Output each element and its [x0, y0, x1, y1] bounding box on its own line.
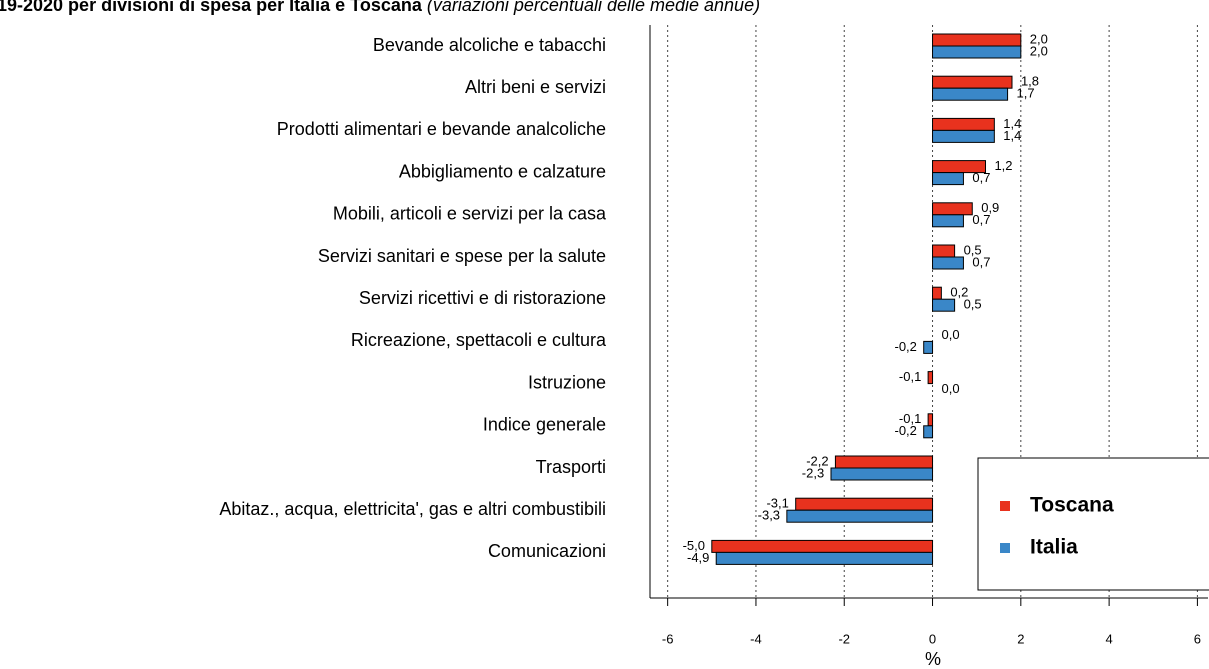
value-label: 0,5 — [964, 297, 982, 312]
bar — [830, 467, 934, 481]
bar — [711, 539, 934, 553]
bar — [932, 298, 956, 312]
category-label: Altri beni e servizi — [465, 77, 606, 97]
bar — [932, 244, 956, 258]
value-label: -0,1 — [899, 411, 921, 426]
bar — [932, 202, 973, 216]
x-tick-label: -4 — [750, 631, 762, 646]
bar — [795, 497, 934, 511]
bar — [932, 87, 1009, 101]
bar — [923, 425, 934, 439]
value-label: 0,5 — [964, 242, 982, 257]
value-label: 1,7 — [1017, 86, 1035, 101]
x-tick-label: 0 — [929, 631, 936, 646]
bar — [932, 45, 1022, 59]
bar — [786, 509, 934, 523]
category-label: Abitaz., acqua, elettricita', gas e altr… — [219, 499, 606, 519]
x-tick-label: 4 — [1105, 631, 1112, 646]
bar — [932, 286, 942, 300]
value-label: -2,3 — [802, 465, 824, 480]
bar — [923, 340, 934, 354]
category-label: Istruzione — [528, 372, 606, 392]
category-label: Prodotti alimentari e bevande analcolich… — [277, 119, 606, 139]
value-label: 0,0 — [941, 327, 959, 342]
value-label: 2,0 — [1030, 31, 1048, 46]
category-label: Indice generale — [483, 415, 606, 435]
value-label: 0,2 — [950, 285, 968, 300]
category-label: Trasporti — [536, 457, 606, 477]
value-label: 0,7 — [972, 212, 990, 227]
value-label: 1,4 — [1003, 128, 1021, 143]
value-label: -2,2 — [806, 453, 828, 468]
value-label: -0,2 — [894, 423, 916, 438]
value-label: 1,8 — [1021, 74, 1039, 89]
x-tick-label: 6 — [1194, 631, 1201, 646]
bar — [932, 256, 964, 270]
category-label: Ricreazione, spettacoli e cultura — [351, 330, 607, 350]
x-tick-label: -2 — [838, 631, 850, 646]
value-label: 1,4 — [1003, 116, 1021, 131]
legend-label: Toscana — [1030, 494, 1114, 517]
value-label: 1,2 — [994, 158, 1012, 173]
value-label: -3,1 — [766, 496, 788, 511]
x-axis-label: % — [925, 649, 941, 669]
category-label: Bevande alcoliche e tabacchi — [373, 35, 606, 55]
bar — [715, 551, 934, 565]
value-label: -5,0 — [683, 538, 705, 553]
value-label: 2,0 — [1030, 43, 1048, 58]
x-tick-label: 2 — [1017, 631, 1024, 646]
bar — [834, 455, 934, 469]
chart-title: 19-2020 per divisioni di spesa per Itali… — [0, 0, 760, 15]
category-label: Comunicazioni — [488, 541, 606, 561]
legend-box — [977, 457, 1209, 591]
title: 19-2020 per divisioni di spesa per Itali… — [0, 0, 423, 15]
category-label: Servizi ricettivi e di ristorazione — [359, 288, 606, 308]
subtitle: (variazioni percentuali delle medie annu… — [427, 0, 760, 15]
bar — [932, 75, 1013, 89]
bar — [932, 129, 995, 143]
bar — [932, 33, 1022, 47]
bar — [927, 413, 934, 427]
value-label: -0,2 — [894, 339, 916, 354]
legend-label: Italia — [1030, 536, 1078, 559]
x-tick-label: -6 — [662, 631, 674, 646]
value-label: 0,7 — [972, 170, 990, 185]
category-label: Abbigliamento e calzature — [399, 161, 606, 181]
bar — [932, 172, 964, 186]
bar — [932, 117, 995, 131]
value-label: -0,1 — [899, 369, 921, 384]
value-label: -3,3 — [758, 508, 780, 523]
category-label: Servizi sanitari e spese per la salute — [318, 246, 606, 266]
value-label: 0,9 — [981, 200, 999, 215]
bar — [927, 371, 934, 385]
value-label: -4,9 — [687, 550, 709, 565]
category-label: Mobili, articoli e servizi per la casa — [333, 204, 607, 224]
bar — [932, 214, 964, 228]
legend-swatch — [1000, 501, 1010, 511]
value-label: 0,7 — [972, 254, 990, 269]
value-label: 0,0 — [941, 381, 959, 396]
legend-swatch — [1000, 543, 1010, 553]
